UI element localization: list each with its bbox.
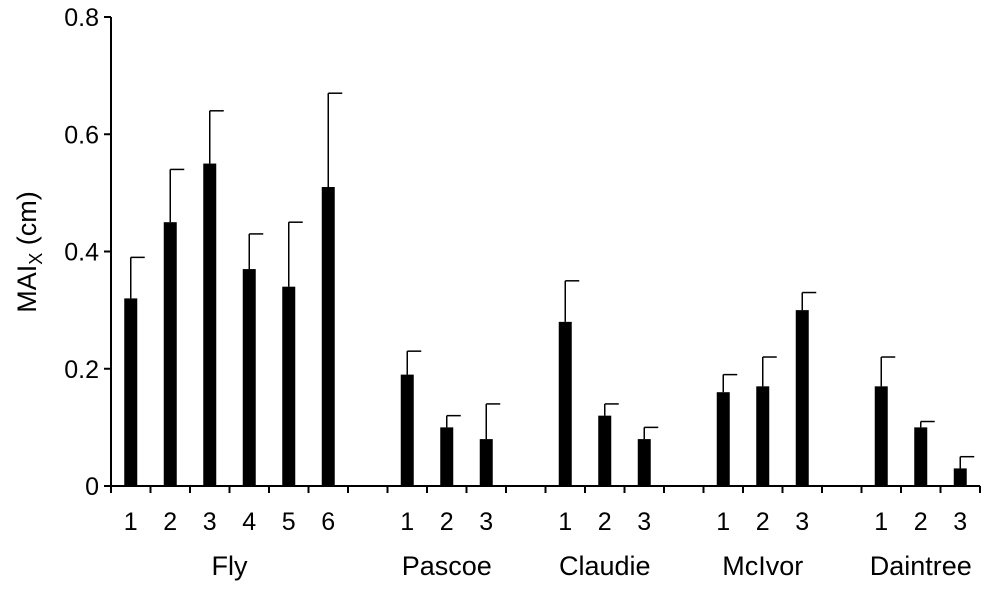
group-label: McIvor <box>722 551 803 581</box>
y-axis-label-unit: (cm) <box>12 191 42 252</box>
x-tick-label: 2 <box>756 508 770 536</box>
bar <box>716 392 730 486</box>
y-axis-label-main: MAI <box>12 265 42 313</box>
x-tick-label: 3 <box>203 508 217 536</box>
x-tick-label: 3 <box>795 508 809 536</box>
x-tick-label: 5 <box>282 508 296 536</box>
bar <box>479 439 493 486</box>
bar <box>558 321 572 486</box>
y-tick-label: 0 <box>85 473 99 501</box>
x-tick-label: 3 <box>637 508 651 536</box>
bar <box>874 386 888 486</box>
group-labels: Fly Pascoe Claudie McIvor Daintree <box>212 551 972 581</box>
y-axis: 0 0.2 0.4 0.6 0.8 <box>64 4 112 501</box>
bar <box>637 439 651 486</box>
x-tick-label: 1 <box>874 508 888 536</box>
bar <box>440 427 454 486</box>
x-tick-label: 2 <box>598 508 612 536</box>
bar <box>282 286 296 486</box>
bar <box>242 269 256 486</box>
x-axis <box>110 485 981 493</box>
bar <box>400 374 414 486</box>
x-tick-label: 2 <box>440 508 454 536</box>
x-tick-label: 3 <box>953 508 967 536</box>
bars <box>124 163 967 486</box>
group-label: Pascoe <box>402 551 492 581</box>
group-label: Daintree <box>870 551 972 581</box>
y-tick-label: 0.8 <box>64 4 99 32</box>
bar <box>598 415 612 486</box>
bar <box>124 298 138 486</box>
x-tick-label: 1 <box>124 508 138 536</box>
x-tick-label: 4 <box>242 508 256 536</box>
bar <box>914 427 928 486</box>
x-tick-label: 1 <box>716 508 730 536</box>
bar <box>756 386 770 486</box>
y-tick-label: 0.2 <box>64 356 99 384</box>
y-axis-label-subscript: X <box>26 253 46 265</box>
x-tick-label: 1 <box>400 508 414 536</box>
error-bars <box>130 92 975 469</box>
bar <box>163 222 177 486</box>
bar <box>203 163 217 486</box>
bar <box>795 310 809 486</box>
y-tick-label: 0.6 <box>64 121 99 149</box>
x-tick-label: 3 <box>479 508 493 536</box>
y-tick-label: 0.4 <box>64 239 99 267</box>
y-axis-label: MAIX (cm) <box>12 191 46 313</box>
x-tick-label: 2 <box>163 508 177 536</box>
group-label: Claudie <box>559 551 651 581</box>
bar <box>953 468 967 486</box>
bar <box>321 187 335 486</box>
group-label: Fly <box>212 551 248 581</box>
x-tick-label: 1 <box>558 508 572 536</box>
x-tick-label: 2 <box>914 508 928 536</box>
x-tick-label: 6 <box>321 508 335 536</box>
